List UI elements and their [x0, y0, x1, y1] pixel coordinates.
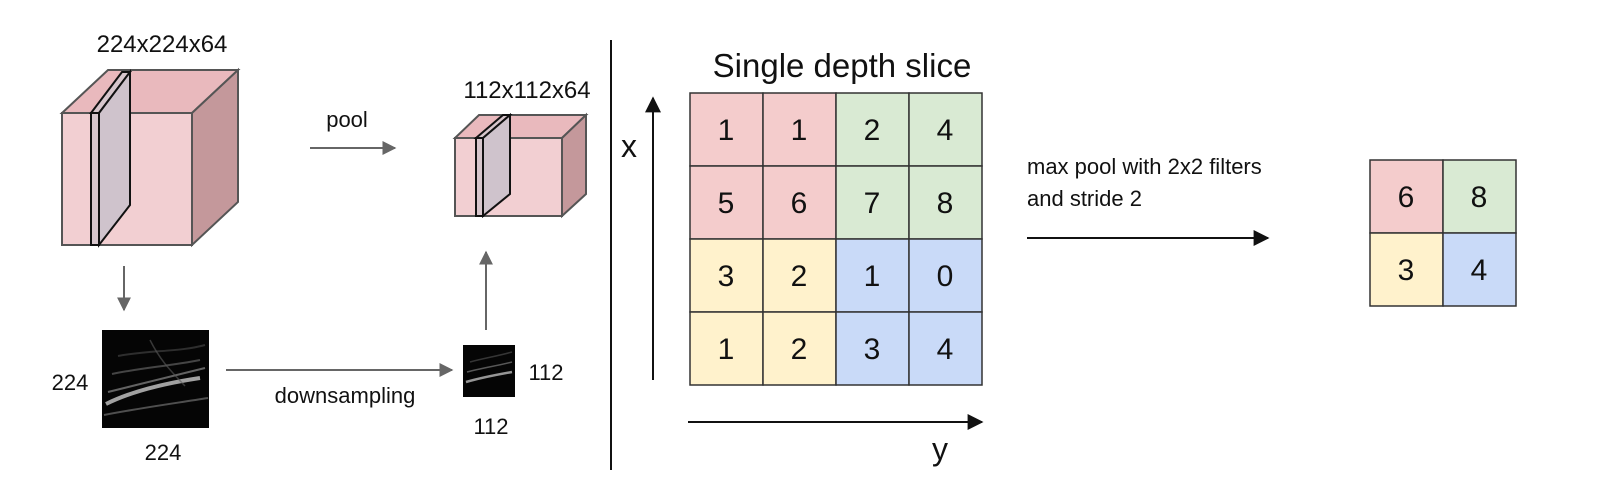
grid-cell-2-2: 1	[864, 260, 881, 293]
pool-label: pool	[326, 107, 368, 132]
input-volume-label: 224x224x64	[97, 31, 228, 58]
grid-cell-2-0: 3	[718, 260, 735, 293]
input-map-height-label: 224	[52, 370, 89, 395]
grid-cell-3-1: 2	[791, 333, 808, 366]
right-panel: Single depth slice x y	[621, 47, 1517, 467]
grid-cell-1-2: 7	[864, 187, 881, 220]
grid-cell-2-1: 2	[791, 260, 808, 293]
result-value-0-1: 8	[1471, 181, 1488, 214]
result-grid: 6 8 3 4	[1369, 159, 1517, 307]
pooled-volume-cube	[452, 112, 589, 219]
downsampling-label: downsampling	[275, 383, 416, 408]
operation-label-line2: and stride 2	[1027, 186, 1142, 211]
depth-slice-title: Single depth slice	[713, 47, 972, 84]
grid-cell-1-0: 5	[718, 187, 735, 220]
output-map-width-label: 112	[473, 414, 508, 439]
result-cell-yellow	[1369, 232, 1444, 307]
y-axis-label: y	[932, 431, 948, 467]
quadrant-bottom-right	[835, 238, 983, 386]
input-grid: 1 1 2 4 5 6 7 8 3 2 1 0 1 2 3 4	[689, 92, 983, 386]
pooled-volume-label: 112x112x64	[463, 77, 590, 104]
grid-cell-2-3: 0	[937, 260, 954, 293]
result-value-1-1: 4	[1471, 254, 1488, 287]
grid-cell-0-2: 2	[864, 114, 881, 147]
input-depth-slice	[90, 112, 100, 246]
result-cell-blue	[1442, 232, 1517, 307]
quadrant-bottom-left	[689, 238, 837, 386]
grid-cell-0-3: 4	[937, 114, 954, 147]
pooled-depth-slice-side	[482, 112, 511, 219]
left-panel: 224x224x64 pool 112x112x64	[52, 31, 591, 465]
output-map-height-label: 112	[528, 360, 563, 385]
input-volume-cube	[59, 67, 241, 248]
result-value-0-0: 6	[1398, 181, 1415, 214]
result-cell-green	[1442, 159, 1517, 234]
grid-cell-0-0: 1	[718, 114, 735, 147]
x-axis-label: x	[621, 128, 637, 164]
pooled-depth-slice	[475, 137, 484, 217]
result-value-1-0: 3	[1398, 254, 1415, 287]
grid-cell-1-3: 8	[937, 187, 954, 220]
grid-cell-0-1: 1	[791, 114, 808, 147]
grid-cell-1-1: 6	[791, 187, 808, 220]
grid-cell-3-2: 3	[864, 333, 881, 366]
grid-cell-3-3: 4	[937, 333, 954, 366]
operation-label-line1: max pool with 2x2 filters	[1027, 154, 1262, 179]
quadrant-top-right	[835, 92, 983, 240]
result-cell-red	[1369, 159, 1444, 234]
input-depth-slice-side	[98, 69, 131, 248]
input-feature-map-image	[102, 330, 209, 428]
grid-cell-3-0: 1	[718, 333, 735, 366]
input-map-width-label: 224	[145, 440, 182, 465]
quadrant-top-left	[689, 92, 837, 240]
output-feature-map-image	[463, 345, 515, 397]
